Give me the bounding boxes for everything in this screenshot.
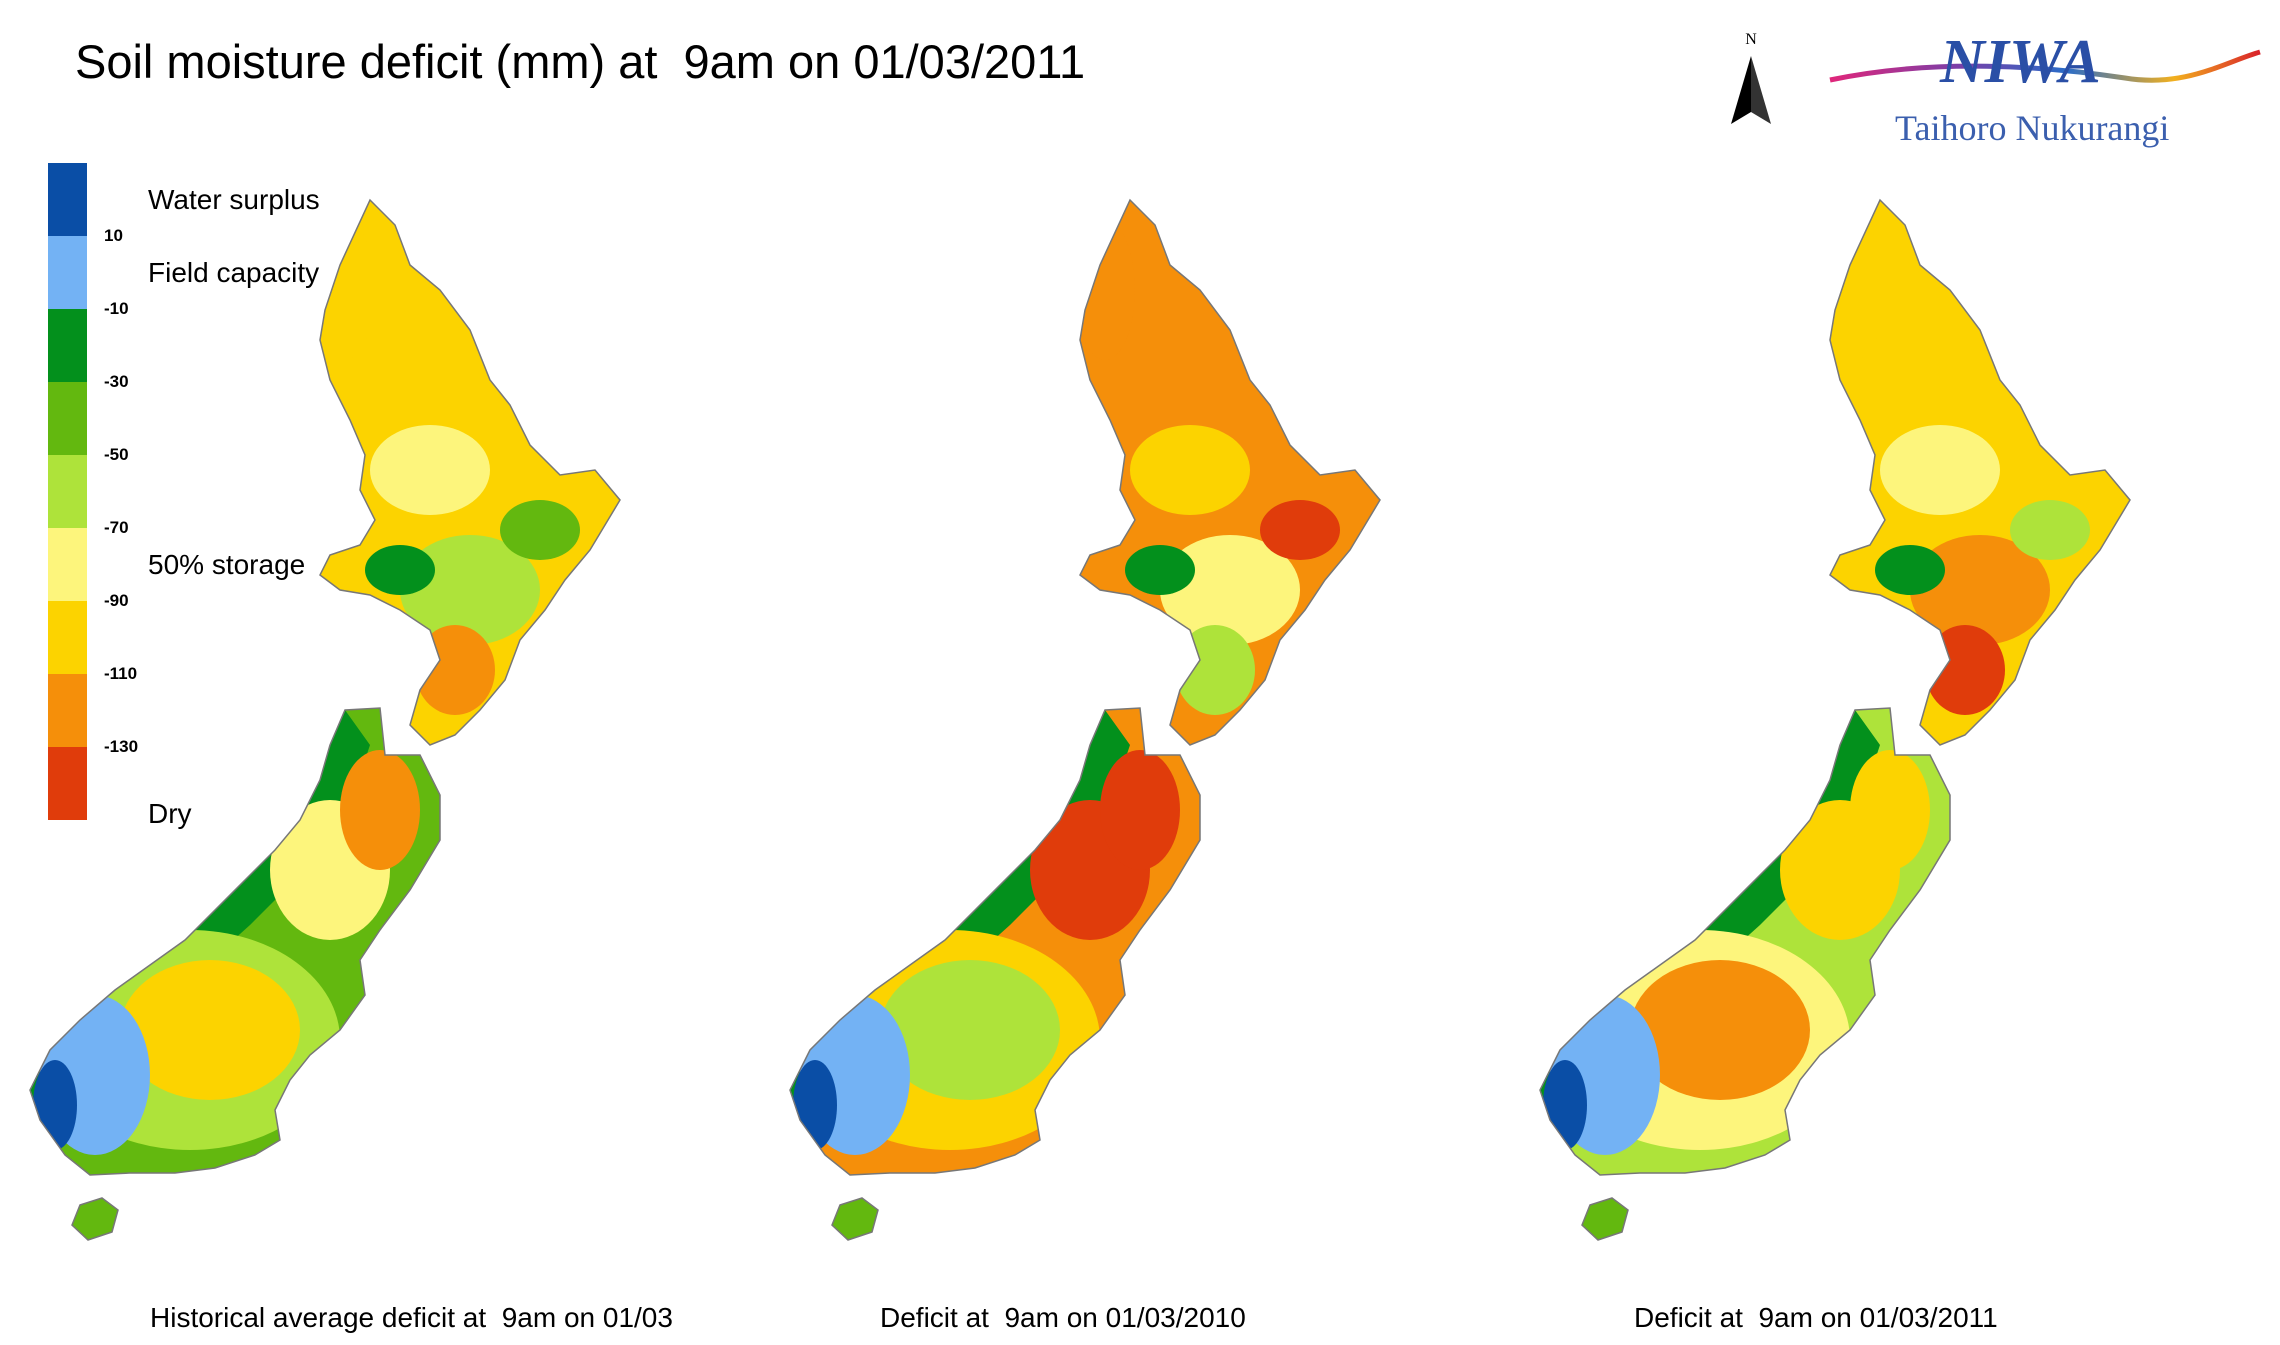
- moisture-zone: [1260, 500, 1340, 560]
- legend-label: 50% storage: [148, 548, 306, 580]
- niwa-logo: NIWA Taihoro Nukurangi: [1829, 28, 2261, 148]
- legend-swatch-6: [48, 601, 87, 674]
- caption-map-2010: Deficit at 9am on 01/03/2010: [880, 1302, 1246, 1333]
- legend-swatch-5: [48, 528, 87, 601]
- moisture-zone: [1100, 750, 1180, 870]
- moisture-zone: [1880, 425, 2000, 515]
- legend-tick: -110: [104, 664, 138, 683]
- legend-swatch-7: [48, 674, 87, 747]
- moisture-zone: [1125, 545, 1195, 595]
- moisture-zone: [1875, 545, 1945, 595]
- moisture-zone: [1543, 1060, 1587, 1150]
- stewart-island: [71, 1197, 119, 1241]
- caption-map-2011: Deficit at 9am on 01/03/2011: [1634, 1302, 1998, 1333]
- legend-swatch-2: [48, 309, 87, 382]
- legend-swatch-8: [48, 747, 87, 820]
- legend-label: Water surplus: [148, 183, 320, 215]
- legend-swatch-4: [48, 455, 87, 528]
- legend-tick: -130: [104, 737, 139, 756]
- north-arrow-icon: N: [1731, 31, 1771, 124]
- moisture-zone: [400, 535, 540, 645]
- moisture-zone: [500, 500, 580, 560]
- legend-label: Field capacity: [148, 256, 320, 288]
- north-label: N: [1745, 31, 1757, 48]
- map-title: Soil moisture deficit (mm) at 9am on 01/…: [75, 35, 1086, 88]
- moisture-zone: [415, 625, 495, 715]
- south-island-outline: [1539, 707, 1951, 1176]
- south-island-zones: [1540, 708, 1950, 1175]
- moisture-zone: [1630, 960, 1810, 1100]
- moisture-zone: [1850, 750, 1930, 870]
- map-deficit-2010: [789, 198, 1381, 1241]
- north-island-outline: [319, 198, 621, 746]
- legend-tick: -10: [104, 299, 129, 318]
- moisture-zone: [340, 750, 420, 870]
- moisture-zone: [370, 425, 490, 515]
- moisture-zone: [793, 1060, 837, 1150]
- moisture-zone: [365, 545, 435, 595]
- moisture-zone: [1910, 535, 2050, 645]
- stewart-island: [831, 1197, 879, 1241]
- logo-subtitle: Taihoro Nukurangi: [1895, 108, 2169, 148]
- moisture-zone: [1130, 425, 1250, 515]
- moisture-zone: [320, 220, 375, 360]
- south-island-zones: [30, 708, 440, 1175]
- legend: 10 -10 -30 -50 -70 -90 -110 -130 Water surplus Fi…: [48, 163, 358, 829]
- moisture-zone: [1175, 625, 1255, 715]
- moisture-zone: [120, 960, 300, 1100]
- legend-label: Dry: [148, 798, 192, 829]
- legend-tick: 10: [104, 226, 123, 245]
- north-island-outline: [1829, 198, 2131, 746]
- south-island-outline: [29, 707, 441, 1176]
- map-deficit-2011: [1539, 198, 2131, 1241]
- legend-tick: -50: [104, 445, 129, 464]
- legend-tick: -90: [104, 591, 129, 610]
- logo-text: NIWA: [1939, 28, 2101, 96]
- south-island-outline: [789, 707, 1201, 1176]
- moisture-zone: [1160, 535, 1300, 645]
- caption-map-historical: Historical average deficit at 9am on 01/…: [150, 1302, 673, 1333]
- moisture-zone: [1925, 625, 2005, 715]
- north-island-outline: [1079, 198, 1381, 746]
- south-island-zones: [790, 708, 1200, 1175]
- legend-swatch-1: [48, 236, 87, 309]
- moisture-zone: [1830, 220, 1885, 360]
- moisture-zone: [1080, 220, 1135, 360]
- legend-swatch-3: [48, 382, 87, 455]
- moisture-zone: [880, 960, 1060, 1100]
- map-historical-average: [29, 198, 621, 1241]
- moisture-zone: [2010, 500, 2090, 560]
- legend-swatch-0: [48, 163, 87, 236]
- legend-tick: -30: [104, 372, 129, 391]
- moisture-zone: [33, 1060, 77, 1150]
- stewart-island: [1581, 1197, 1629, 1241]
- legend-tick: -70: [104, 518, 129, 537]
